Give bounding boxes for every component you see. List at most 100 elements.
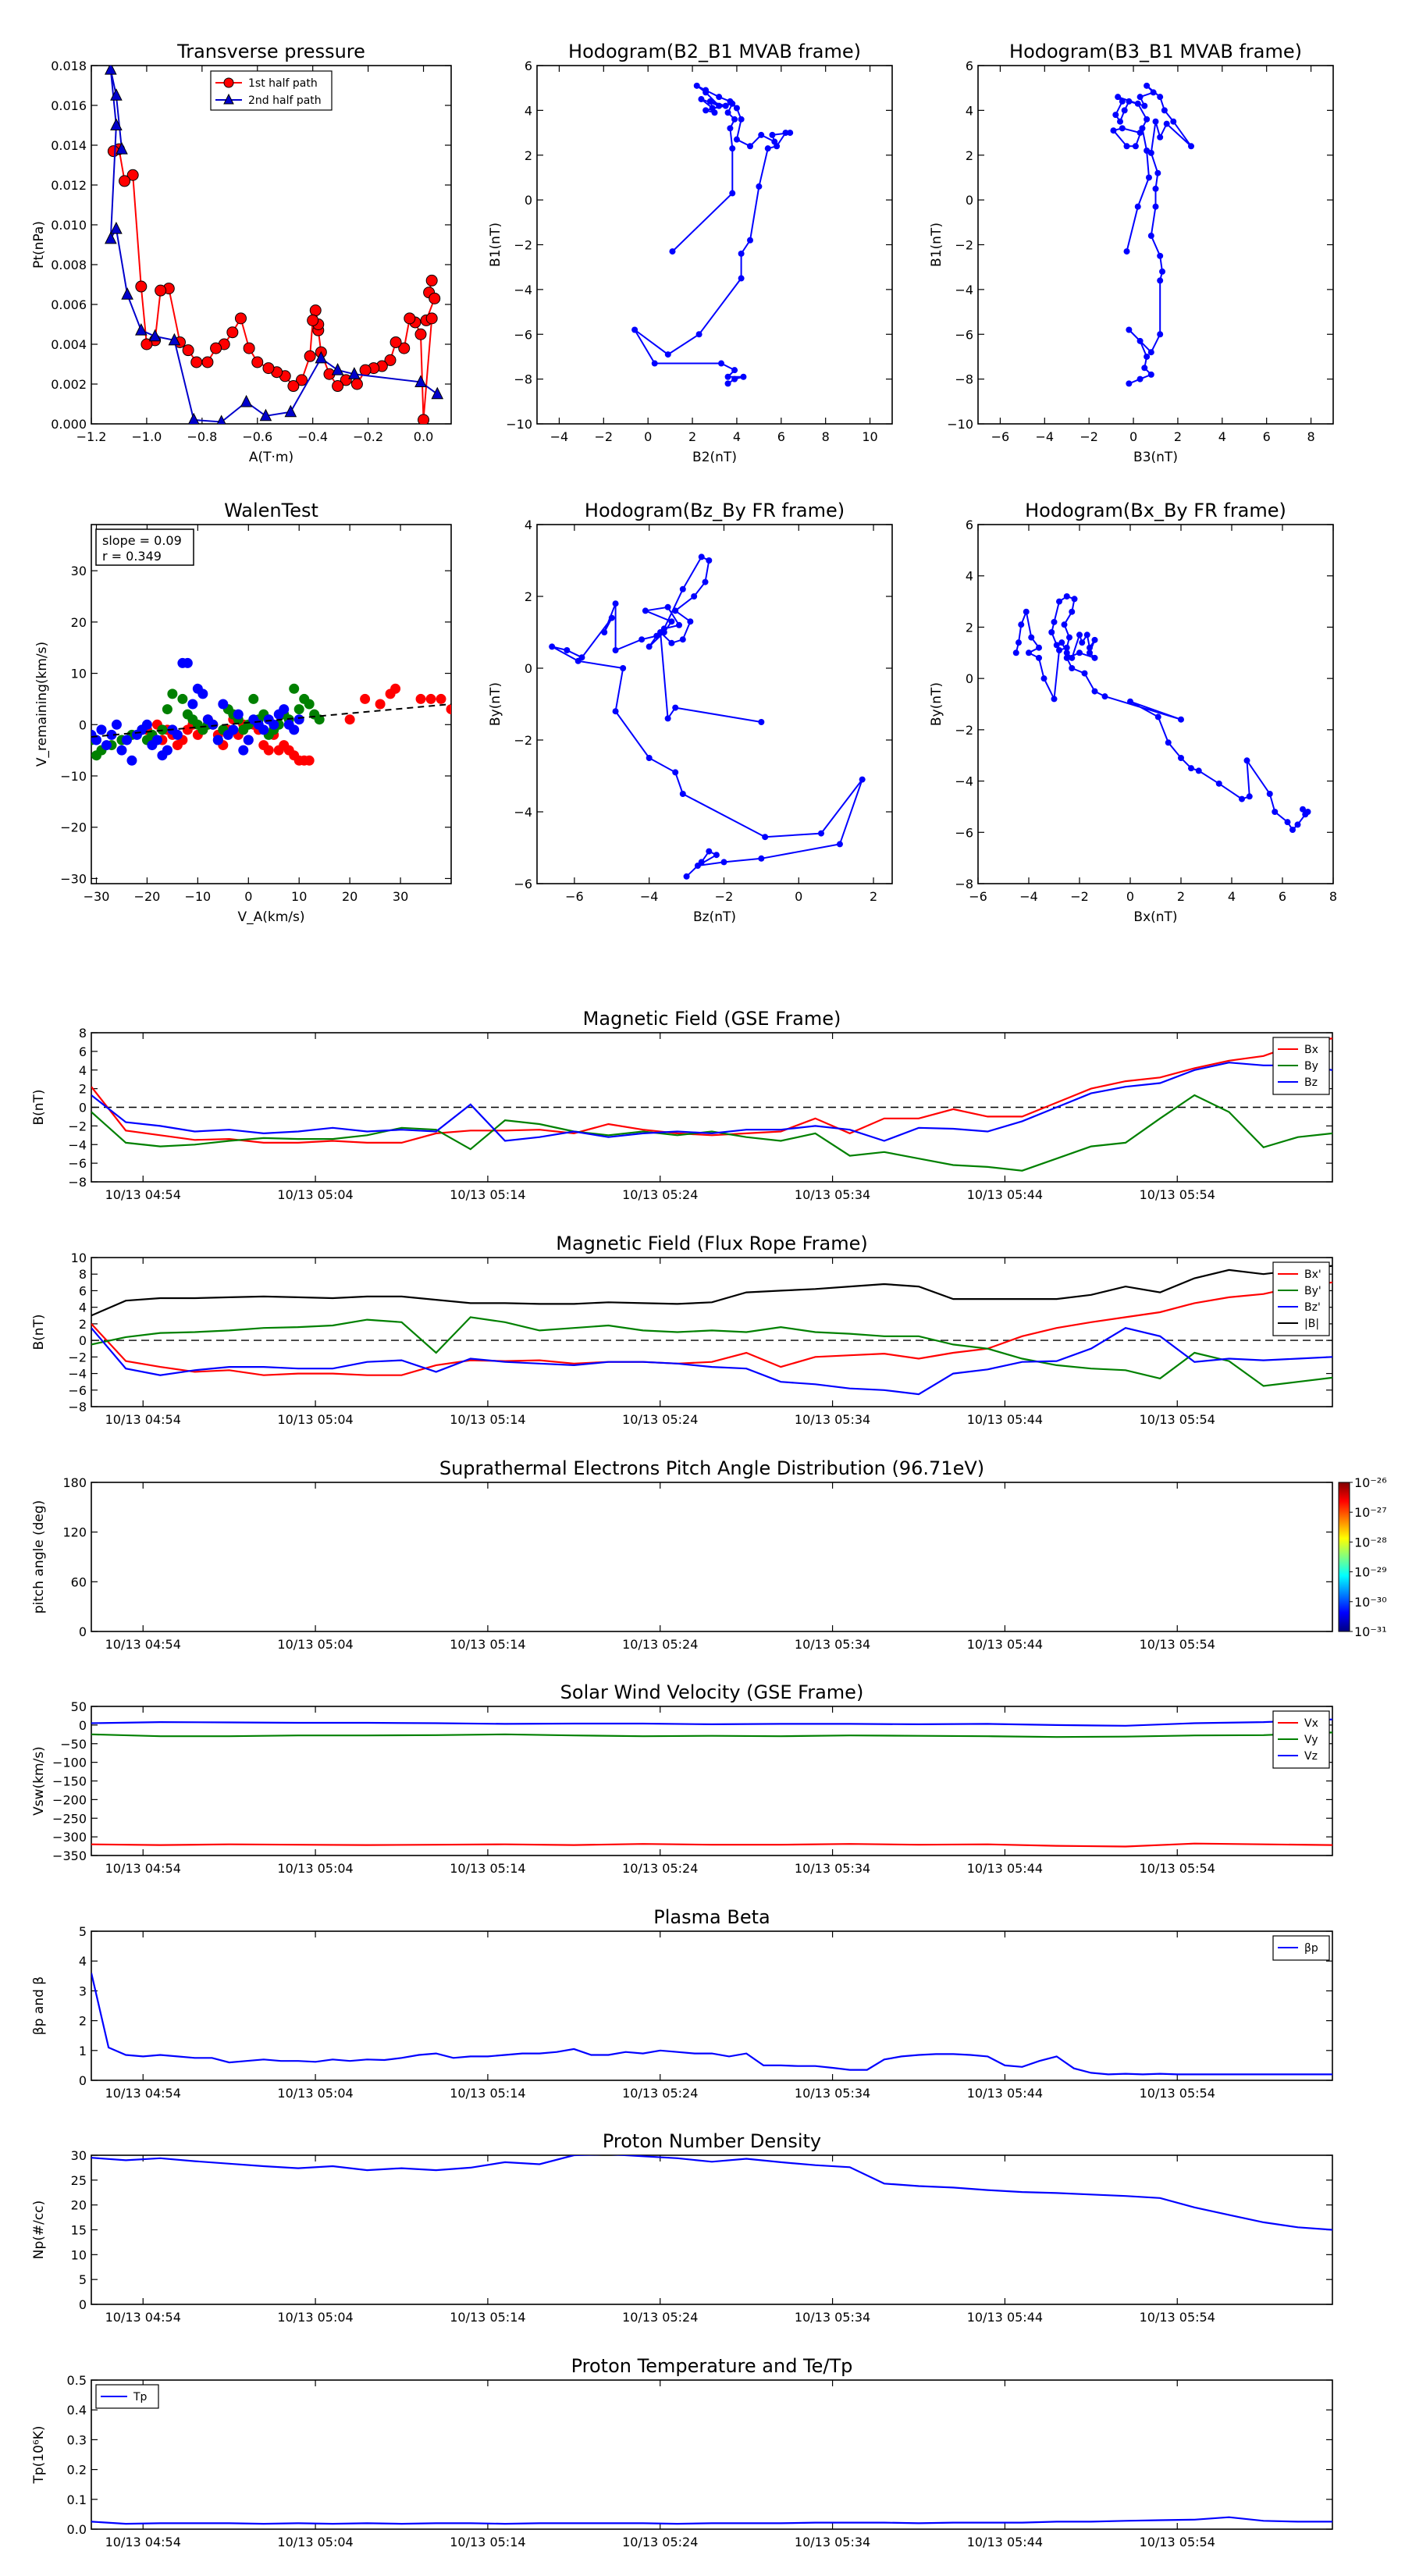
y-tick-label: 2: [525, 148, 532, 163]
colorbar-label: 10⁻³¹: [1354, 1624, 1387, 1639]
walen-point: [162, 745, 173, 756]
hodogram-point: [564, 647, 571, 653]
x-tick-label: −20: [134, 889, 161, 904]
y-tick-label: 6: [966, 518, 973, 532]
hodogram-point: [1076, 632, 1083, 639]
plot-area: [1012, 593, 1311, 833]
chart-title: Hodogram(Bx_By FR frame): [1025, 500, 1286, 521]
y-tick-label: 0: [79, 2073, 87, 2088]
hodogram-point: [1144, 82, 1151, 89]
hodogram-point: [1053, 642, 1060, 649]
hodogram-point: [612, 600, 619, 607]
hodogram-point: [713, 852, 720, 859]
hodogram-point: [1127, 698, 1133, 705]
y-tick-label: 120: [62, 1525, 87, 1540]
hodogram-point: [729, 145, 736, 152]
x-tick-label: 10/13 05:44: [967, 1861, 1043, 1876]
hodogram-point: [782, 130, 789, 137]
y-tick-label: 0.016: [51, 98, 87, 113]
hodogram-point: [1063, 593, 1070, 600]
data-point: [389, 336, 402, 348]
x-tick-label: 10/13 05:24: [622, 1637, 698, 1652]
hodogram-point: [1091, 636, 1098, 643]
data-point: [414, 328, 427, 340]
hodogram-point: [1243, 757, 1250, 764]
plot-area: [105, 66, 444, 424]
walen-point: [121, 735, 132, 745]
x-tick-label: −0.4: [297, 429, 328, 444]
y-tick-label: 0: [79, 717, 87, 732]
chart-hod3: −6 −4 −2 0 2 4 −6 −4 −2 0 2 Hodogram(Bz_By FR frame…: [488, 500, 893, 925]
series-line: [91, 1718, 1332, 1727]
y-tick-label: −6: [68, 1156, 87, 1171]
data-point: [240, 394, 253, 407]
chart-title: Transverse pressure: [176, 41, 365, 62]
x-tick-label: 10/13 05:14: [450, 1637, 525, 1652]
x-tick-label: 10/13 05:04: [277, 1412, 353, 1427]
y-tick-label: 20: [71, 2198, 87, 2213]
hodogram-point: [620, 665, 627, 671]
hodogram-point: [1266, 791, 1273, 797]
x-tick-label: −1.0: [131, 429, 162, 444]
hodogram-point: [1147, 371, 1154, 378]
data-point: [135, 280, 148, 293]
y-tick-label: 50: [71, 1699, 87, 1714]
fit-line: [91, 703, 451, 738]
series-line: [91, 1037, 1332, 1144]
x-tick-label: 10/13 05:04: [277, 2310, 353, 2325]
hodogram-point: [1083, 632, 1090, 639]
hodogram-point: [1063, 644, 1070, 651]
hodogram-point: [672, 704, 679, 711]
walen-point: [116, 745, 127, 756]
series-line: [91, 2155, 1332, 2231]
data-point: [105, 231, 117, 244]
y-tick-label: −10: [506, 417, 532, 432]
hodogram-point: [1087, 649, 1093, 656]
hodogram-point: [1239, 795, 1245, 802]
data-point: [350, 378, 363, 390]
data-point: [331, 363, 344, 375]
walen-point: [197, 688, 208, 699]
data-point: [119, 175, 131, 187]
y-tick-label: −2: [68, 1119, 87, 1133]
colorbar-label: 10⁻²⁷: [1354, 1505, 1387, 1520]
plot-area: [549, 553, 866, 880]
y-tick-label: 8: [79, 1026, 87, 1041]
y-tick-label: 15: [71, 2223, 87, 2238]
x-tick-label: 10/13 05:24: [622, 2310, 698, 2325]
data-point: [259, 408, 272, 422]
x-tick-label: 2: [1177, 889, 1185, 904]
chart-bfr: −8 −6−4 −2 02 4 68 10 10/13 04:54 10/13 05:04 10/…: [31, 1233, 1333, 1427]
hodogram-point: [578, 654, 585, 661]
legend-label: Bz': [1304, 1301, 1321, 1314]
hodogram-point: [1150, 89, 1157, 96]
series-line: [91, 1973, 1332, 2076]
x-tick-label: −2: [595, 429, 614, 444]
hodogram-point: [731, 116, 738, 123]
hodogram-point: [1139, 125, 1146, 132]
y-tick-label: −2: [68, 1350, 87, 1364]
hodogram-point: [747, 237, 753, 244]
hodogram-point: [1147, 233, 1154, 240]
y-tick-label: −4: [955, 774, 973, 789]
hodogram-point: [1063, 654, 1070, 661]
chart-title: Magnetic Field (Flux Rope Frame): [556, 1233, 867, 1254]
hodogram-point: [1157, 331, 1164, 338]
y-tick-label: 0.002: [51, 377, 87, 392]
walen-point: [243, 735, 254, 745]
x-tick-label: 10/13 05:24: [622, 2535, 698, 2549]
y-axis-label: B(nT): [31, 1314, 47, 1350]
hodogram-point: [1117, 118, 1123, 125]
data-point: [304, 350, 316, 362]
data-point: [251, 356, 264, 368]
chart-vsw: −350 −300 −250 −200 −150 −100 −50 0 50 10/13 04:5…: [31, 1681, 1333, 1876]
hodogram-point: [612, 647, 619, 653]
plot-area: [91, 2155, 1332, 2231]
legend-label: Bx: [1304, 1044, 1318, 1056]
legend-label: 2nd half path: [248, 94, 322, 107]
legend-label: |B|: [1304, 1318, 1319, 1330]
y-tick-label: 4: [79, 1300, 87, 1315]
hodogram-point: [1152, 203, 1159, 210]
plot-area: [91, 1718, 1332, 1848]
